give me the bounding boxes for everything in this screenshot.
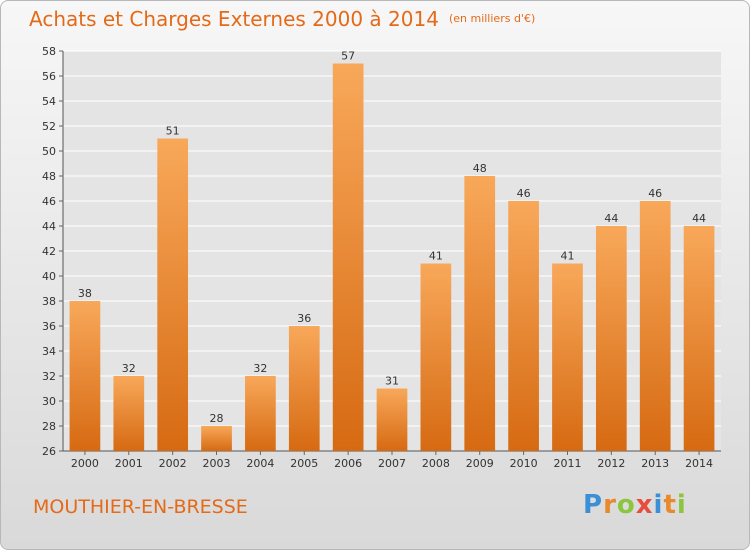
y-tick-label: 46 [42, 195, 56, 208]
data-label: 31 [385, 375, 399, 388]
logo-letter: o [616, 490, 636, 520]
x-tick-label: 2013 [641, 457, 669, 470]
logo-letter: t [663, 490, 677, 520]
x-tick-label: 2003 [203, 457, 231, 470]
bar [552, 263, 583, 451]
x-tick-label: 2000 [71, 457, 99, 470]
y-tick-label: 48 [42, 170, 56, 183]
data-label: 28 [210, 412, 224, 425]
logo-letter: x [635, 490, 654, 520]
data-label: 38 [78, 287, 92, 300]
bar [332, 63, 364, 451]
data-label: 44 [692, 212, 706, 225]
data-label: 44 [604, 212, 618, 225]
y-tick-label: 32 [42, 370, 56, 383]
y-tick-label: 54 [42, 95, 56, 108]
y-tick-label: 34 [42, 345, 56, 358]
x-tick-label: 2006 [334, 457, 362, 470]
data-label: 41 [560, 250, 574, 263]
x-tick-label: 2014 [685, 457, 713, 470]
y-tick-label: 26 [42, 445, 56, 458]
bar [683, 226, 715, 451]
data-label: 41 [429, 250, 443, 263]
bar [508, 201, 539, 451]
x-tick-label: 2010 [510, 457, 538, 470]
data-label: 57 [341, 50, 355, 63]
y-tick-label: 40 [42, 270, 56, 283]
bar [639, 201, 671, 451]
bar [288, 326, 320, 451]
x-tick-label: 2009 [466, 457, 494, 470]
x-tick-label: 2008 [422, 457, 450, 470]
x-tick-label: 2002 [159, 457, 187, 470]
y-tick-label: 30 [42, 395, 56, 408]
bar [245, 376, 276, 451]
bar [113, 376, 145, 451]
x-tick-label: 2007 [378, 457, 406, 470]
y-tick-label: 58 [42, 45, 56, 58]
chart-unit: (en milliers d'€) [448, 12, 536, 25]
bar [376, 388, 408, 451]
bar [69, 301, 101, 451]
bar [420, 263, 452, 451]
x-tick-label: 2011 [553, 457, 581, 470]
x-tick-label: 2005 [290, 457, 318, 470]
place-name: MOUTHIER-EN-BRESSE [33, 496, 248, 518]
y-tick-label: 44 [42, 220, 56, 233]
bar [157, 138, 189, 451]
y-tick-label: 50 [42, 145, 56, 158]
data-label: 48 [473, 162, 487, 175]
y-tick-label: 28 [42, 420, 56, 433]
data-label: 36 [297, 312, 311, 325]
y-tick-label: 56 [42, 70, 56, 83]
data-label: 32 [122, 362, 136, 375]
y-tick-label: 52 [42, 120, 56, 133]
bar [201, 426, 232, 451]
data-label: 46 [517, 187, 531, 200]
x-tick-label: 2012 [597, 457, 625, 470]
y-tick-label: 36 [42, 320, 56, 333]
logo-letter: P [583, 490, 604, 520]
y-tick-label: 38 [42, 295, 56, 308]
chart-title: Achats et Charges Externes 2000 à 2014 (e… [29, 7, 535, 31]
bar [464, 176, 496, 451]
logo-letter: r [603, 490, 617, 520]
data-label: 51 [166, 125, 180, 138]
x-tick-label: 2004 [246, 457, 274, 470]
data-label: 32 [253, 362, 267, 375]
x-tick-label: 2001 [115, 457, 143, 470]
logo-letter: i [676, 490, 687, 520]
data-label: 46 [648, 187, 662, 200]
y-tick-label: 42 [42, 245, 56, 258]
bar [595, 226, 627, 451]
proxiti-logo: Proxiti [583, 490, 687, 520]
chart-title-text: Achats et Charges Externes 2000 à 2014 [29, 7, 439, 31]
logo-letter: i [653, 490, 664, 520]
